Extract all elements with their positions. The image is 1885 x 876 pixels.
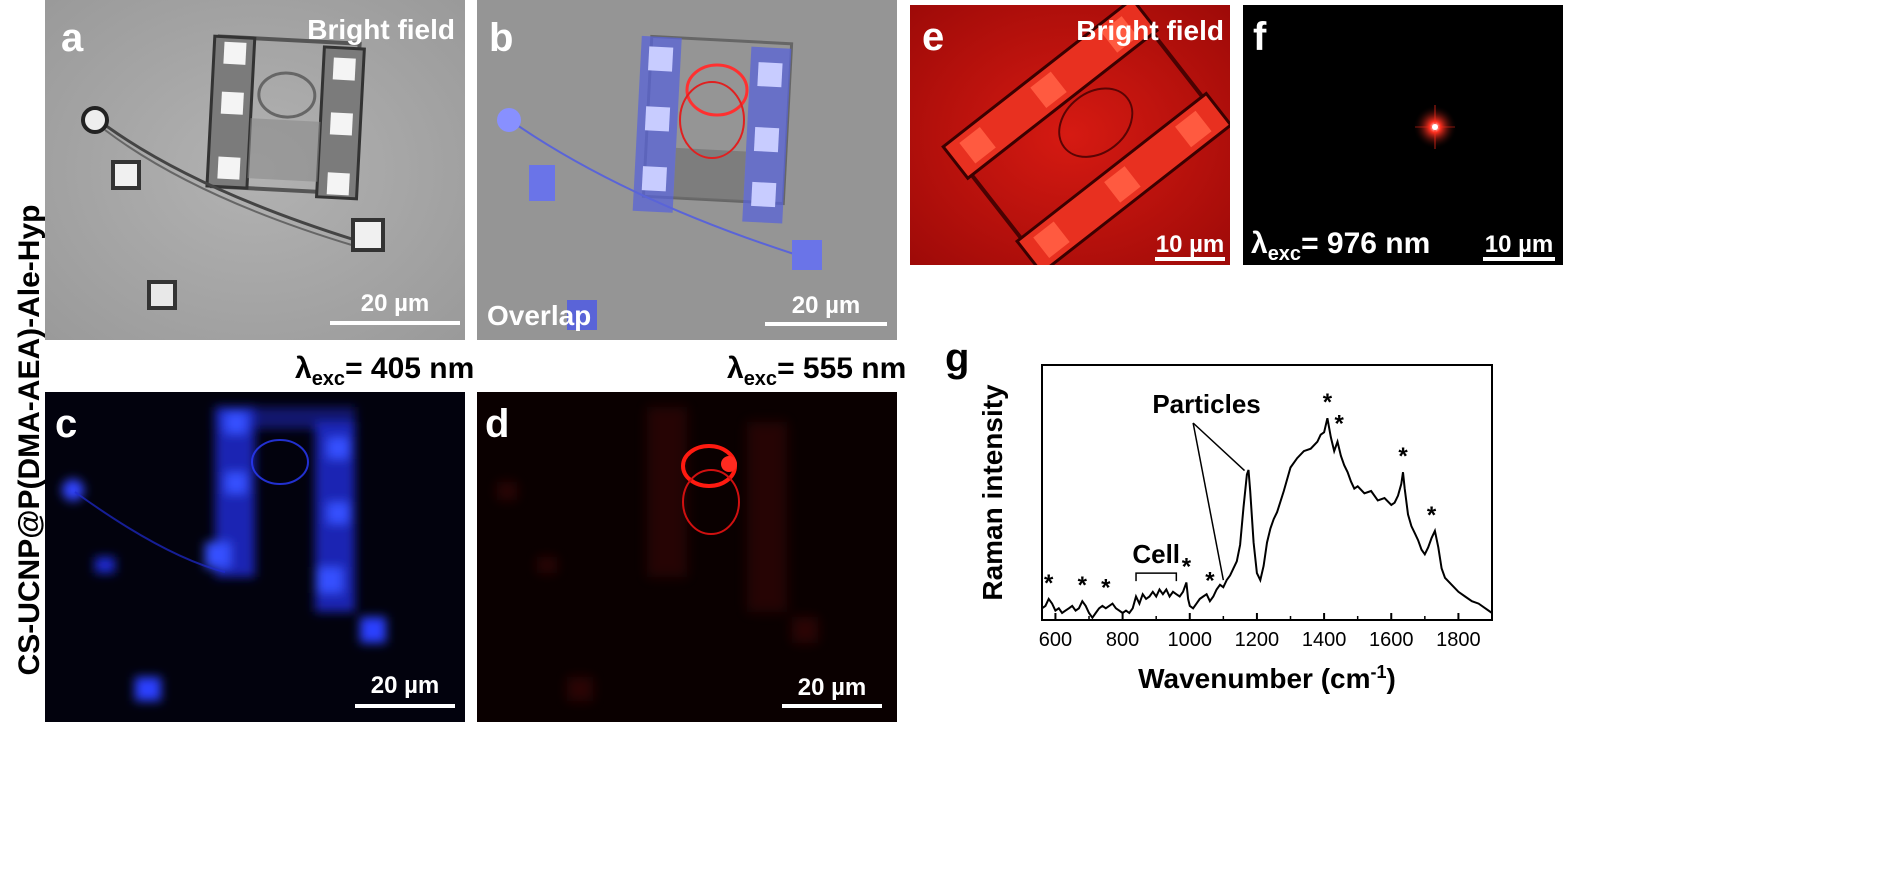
panel-a-scale-bar bbox=[330, 321, 460, 325]
panel-a-tag: Bright field bbox=[307, 14, 455, 45]
peak-star: * bbox=[1398, 443, 1408, 470]
x-tick-label: 1000 bbox=[1168, 629, 1213, 651]
peak-star: * bbox=[1427, 502, 1437, 529]
side-label-text: CS-UCNP@P(DMA-AEA)-Ale-Hyp bbox=[13, 204, 46, 676]
panel-b-scale-bar bbox=[765, 322, 887, 326]
raman-chart: 600 800 1000 1200 1400 1600 1800* * *******Parti… bbox=[977, 364, 1493, 694]
panel-c-image bbox=[45, 392, 465, 722]
x-tick-label: 600 bbox=[1039, 629, 1072, 651]
panel-f-excitation: λexc= 976 nm bbox=[1251, 227, 1431, 265]
peak-star: * bbox=[1101, 575, 1111, 602]
x-tick-label: 800 bbox=[1106, 629, 1139, 651]
x-tick-label: 1200 bbox=[1235, 629, 1280, 651]
particles-pointer bbox=[1192, 422, 1246, 472]
panel-e: e Bright field 10 µm bbox=[910, 5, 1230, 265]
panel-c-scale-bar bbox=[355, 704, 455, 708]
panel-e-tag: Bright field bbox=[1076, 15, 1224, 46]
panel-f-image bbox=[1243, 5, 1563, 265]
panel-d-image bbox=[477, 392, 897, 722]
panel-e-image bbox=[910, 5, 1230, 265]
panel-e-scale-bar bbox=[1155, 257, 1225, 261]
panel-a-scale-label: 20 µm bbox=[360, 290, 430, 317]
plot-frame bbox=[1041, 364, 1493, 621]
panel-d-excitation: λexc= 555 nm bbox=[727, 352, 907, 390]
x-tick-label: 1800 bbox=[1436, 629, 1481, 651]
peak-star: * bbox=[1205, 568, 1215, 595]
peak-star: * bbox=[1335, 410, 1345, 437]
panel-c: c 20 µm bbox=[45, 392, 465, 722]
peak-star: * bbox=[1323, 389, 1333, 416]
peak-star: * bbox=[1182, 553, 1192, 580]
cell-bracket bbox=[1135, 572, 1178, 582]
panel-g-letter: g bbox=[945, 336, 970, 380]
panel-d-scale-bar bbox=[782, 704, 882, 708]
peak-star: * bbox=[1044, 570, 1054, 597]
panel-c-scale-label: 20 µm bbox=[370, 672, 440, 699]
panel-f-scale-bar bbox=[1483, 257, 1555, 261]
y-axis-label: Raman intensity bbox=[977, 384, 1008, 601]
panel-d: d 20 µm bbox=[477, 392, 897, 722]
panel-b-letter: b bbox=[489, 16, 514, 60]
x-tick-label: 1600 bbox=[1369, 629, 1414, 651]
raman-spectrum-line bbox=[1041, 417, 1493, 620]
x-tick-label: 1400 bbox=[1302, 629, 1347, 651]
particles-pointer bbox=[1192, 422, 1225, 581]
panel-b-image bbox=[477, 0, 897, 340]
panel-b-scale-label: 20 µm bbox=[791, 292, 861, 319]
panel-b-tag: Overlap bbox=[487, 300, 592, 331]
cell-label: Cell bbox=[1132, 539, 1180, 569]
panel-e-letter: e bbox=[922, 15, 945, 59]
panel-c-letter: c bbox=[55, 402, 78, 446]
panel-c-excitation: λexc= 405 nm bbox=[295, 352, 475, 390]
x-axis-label: Wavenumber (cm-1) bbox=[1138, 662, 1396, 694]
panel-b: b Overlap 20 µm bbox=[477, 0, 897, 340]
panel-d-scale-label: 20 µm bbox=[797, 674, 867, 701]
particles-label: Particles bbox=[1152, 389, 1260, 419]
panel-a: a Bright field 20 µm bbox=[45, 0, 465, 340]
peak-star: * bbox=[1078, 572, 1088, 599]
panel-a-image bbox=[45, 0, 465, 340]
panel-e-scale-label: 10 µm bbox=[1155, 231, 1225, 258]
panel-f: f λexc= 976 nm 10 µm bbox=[1243, 5, 1563, 265]
panel-f-scale-label: 10 µm bbox=[1484, 231, 1554, 258]
panel-f-letter: f bbox=[1253, 15, 1267, 59]
panel-a-letter: a bbox=[61, 16, 84, 60]
panel-d-letter: d bbox=[485, 402, 510, 446]
